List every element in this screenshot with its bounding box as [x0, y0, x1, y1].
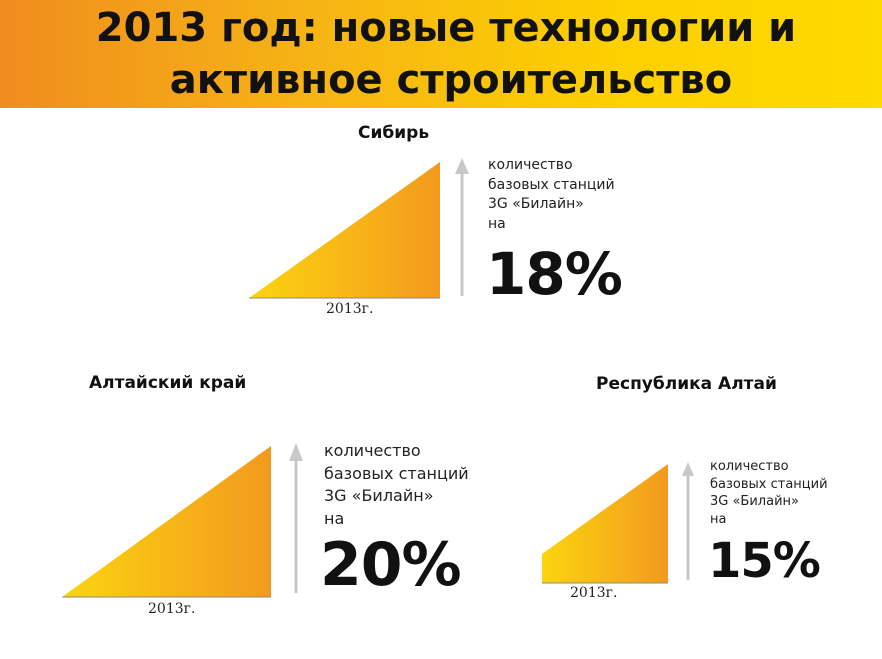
- year-label-siberia: 2013г.: [326, 301, 374, 317]
- growth-wedge-altai-krai: [62, 446, 271, 598]
- growth-wedge-altai-republic: [542, 464, 668, 584]
- wedge-shape-siberia: [249, 162, 440, 298]
- up-arrow-icon: [289, 443, 303, 593]
- wedge-shape-altai-krai: [62, 446, 271, 597]
- description-siberia: количество базовых станций 3G «Билайн» н…: [488, 157, 615, 232]
- page-title: 2013 год: новые технологии и активное ст…: [0, 2, 882, 106]
- up-arrow-icon: [455, 158, 469, 296]
- growth-wedge-siberia: [249, 162, 440, 299]
- region-title-altai-republic: Республика Алтай: [596, 374, 777, 394]
- wedge-shape-altai-republic: [542, 464, 668, 583]
- region-title-siberia: Сибирь: [358, 123, 430, 143]
- page-title-line2: активное строительство: [169, 57, 733, 103]
- page-title-line1: 2013 год: новые технологии и: [95, 5, 797, 51]
- percent-value-siberia: 18%: [486, 240, 623, 308]
- description-altai-republic: количество базовых станций 3G «Билайн» н…: [710, 459, 828, 527]
- up-arrow-icon: [682, 462, 694, 580]
- year-label-altai-republic: 2013г.: [570, 585, 618, 601]
- region-title-altai-krai: Алтайский край: [89, 373, 247, 393]
- year-label-altai-krai: 2013г.: [148, 601, 196, 617]
- percent-value-altai-krai: 20%: [320, 530, 462, 600]
- title-banner: [0, 0, 882, 108]
- description-altai-krai: количество базовых станций 3G «Билайн» н…: [324, 441, 469, 528]
- percent-value-altai-republic: 15%: [708, 533, 821, 589]
